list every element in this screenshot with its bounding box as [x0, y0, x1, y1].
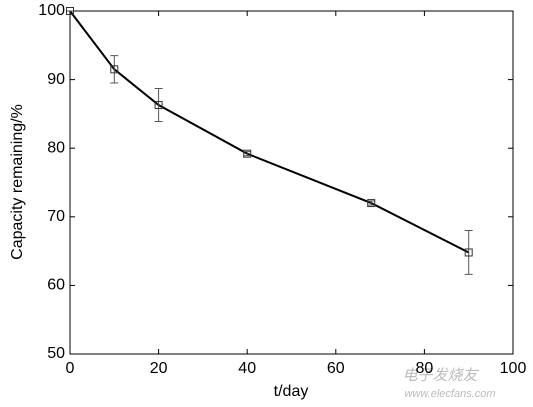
x-tick-label: 40	[238, 360, 256, 377]
x-axis-label: t/day	[274, 383, 309, 400]
error-bar	[154, 88, 163, 122]
x-tick-label: 100	[500, 360, 527, 377]
error-bar	[367, 200, 376, 206]
x-tick-label: 20	[150, 360, 168, 377]
y-tick-label: 60	[47, 277, 65, 294]
plot-frame	[69, 10, 514, 355]
line	[69, 10, 470, 254]
watermark: www.elecfans.com	[404, 388, 495, 400]
error-bar	[464, 230, 473, 275]
y-tick-label: 100	[38, 2, 65, 19]
marker	[154, 100, 163, 109]
marker	[243, 149, 252, 158]
marker	[464, 248, 473, 257]
y-tick-label: 50	[47, 345, 65, 362]
y-axis-label: Capacity remaining/%	[9, 104, 26, 260]
y-tick-label: 90	[47, 71, 65, 88]
x-tick-label: 0	[66, 360, 75, 377]
x-tick-label: 80	[416, 360, 434, 377]
y-tick-label: 80	[47, 139, 65, 156]
marker	[66, 7, 74, 15]
marker	[367, 199, 376, 208]
marker	[110, 65, 119, 74]
x-tick-label: 60	[327, 360, 345, 377]
watermark: 电子发烧友	[402, 367, 479, 384]
y-tick-label: 70	[47, 208, 65, 225]
error-bar	[243, 151, 252, 157]
error-bar	[110, 55, 119, 84]
